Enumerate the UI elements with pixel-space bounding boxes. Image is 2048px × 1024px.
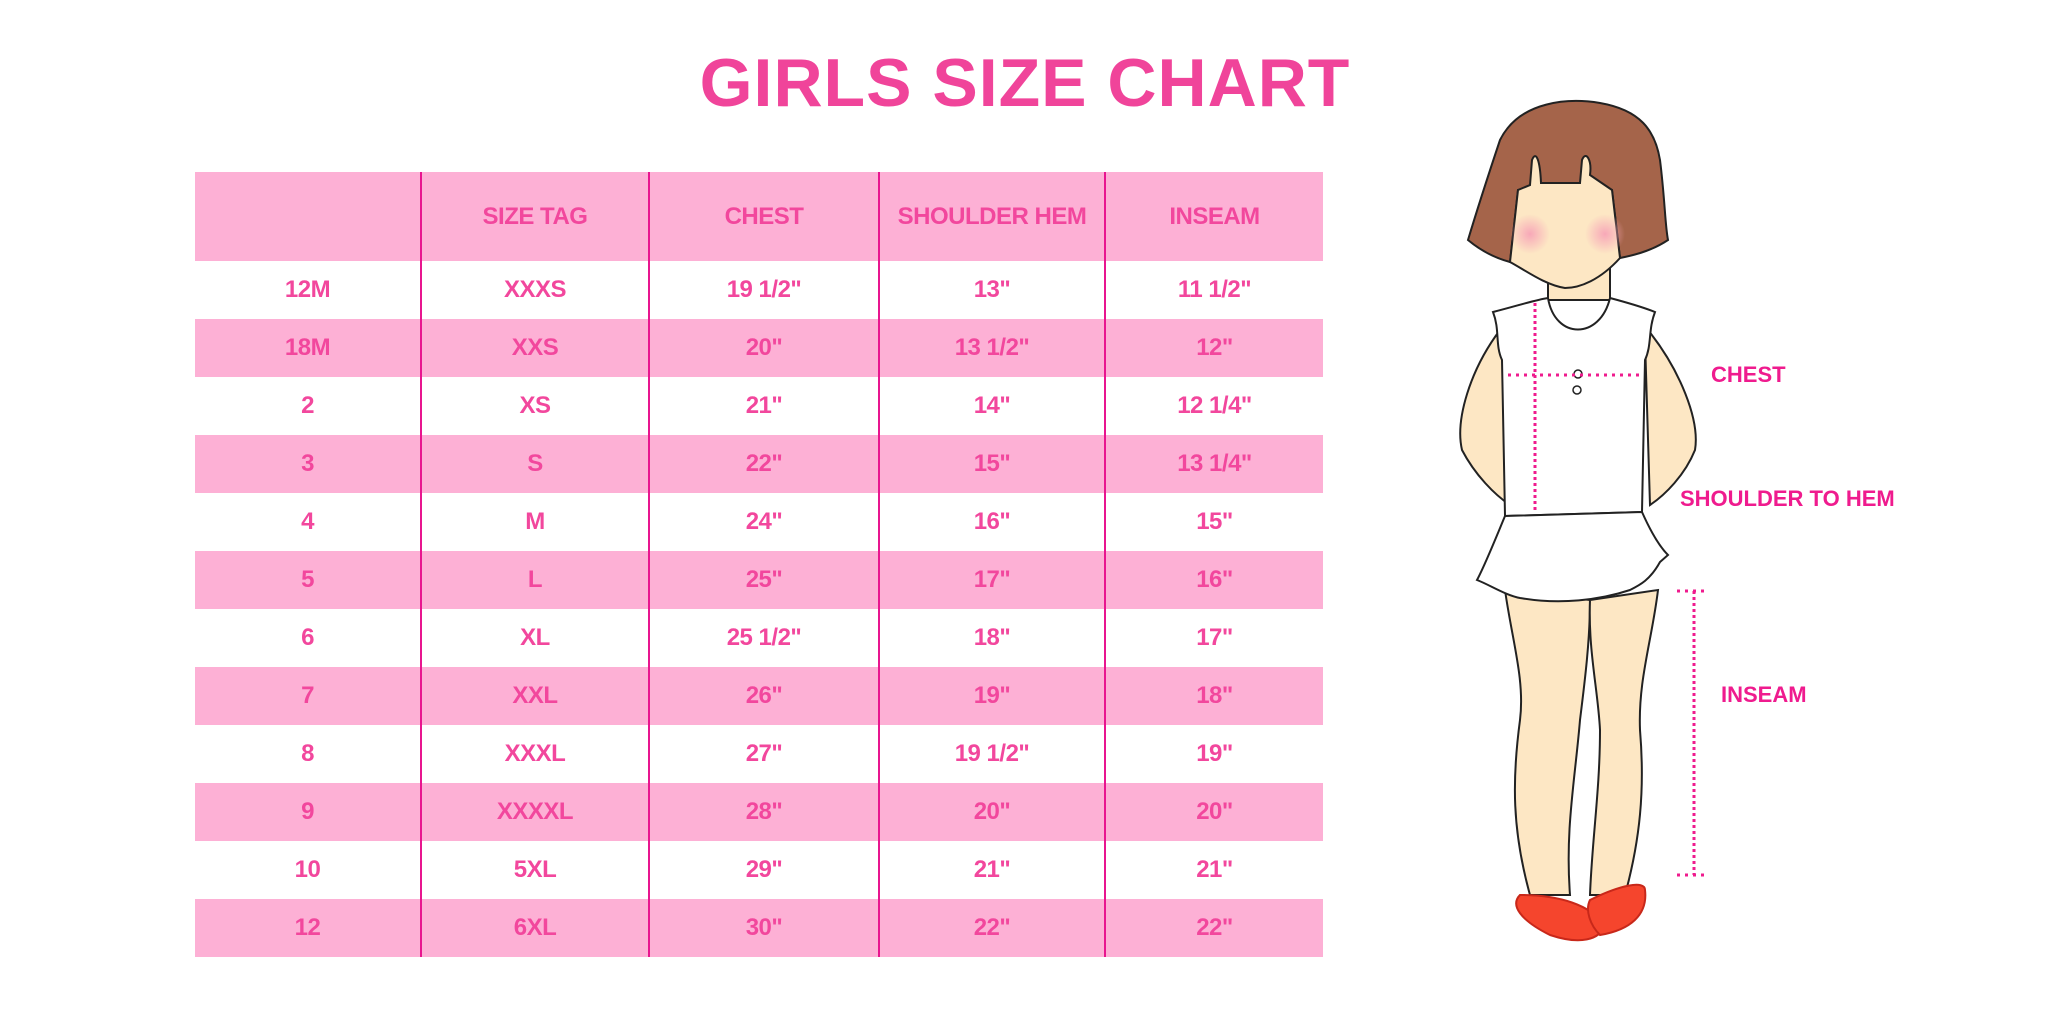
table-cell: 6 (301, 624, 314, 651)
table-cell: XXXL (420, 725, 649, 783)
table-cell: 11 1/2" (1104, 261, 1323, 319)
table-cell: 2 (301, 392, 314, 419)
table-cell: 15" (1104, 493, 1323, 551)
table-cell: 19 1/2" (648, 261, 879, 319)
table-cell: 22" (878, 899, 1105, 957)
table-row: 7 XXL 26" 19" 18" (195, 667, 1323, 725)
table-body: 12M XXXS 19 1/2" 13" 11 1/2" 18M XXS 20" 13 1/2"… (195, 261, 1323, 957)
table-cell: 29" (648, 841, 879, 899)
table-row: 9 XXXXL 28" 20" 20" (195, 783, 1323, 841)
left-shoe (1515, 893, 1607, 942)
table-cell: 19" (878, 667, 1105, 725)
table-cell: M (420, 493, 649, 551)
right-leg (1588, 588, 1660, 896)
inseam-label: INSEAM (1721, 682, 1807, 707)
table-cell: 19" (1104, 725, 1323, 783)
table-cell: 24" (648, 493, 879, 551)
size-chart-table: SIZE TAG CHEST SHOULDER HEM INSEAM 12M XXXS 1… (195, 172, 1323, 957)
table-cell: 12M (284, 276, 331, 303)
table-cell: 12 (195, 899, 421, 957)
table-cell: 4 (301, 508, 314, 535)
table-cell: 18M (195, 319, 421, 377)
table-cell: 12 1/4" (1104, 377, 1323, 435)
table-cell: XXS (420, 319, 649, 377)
table-cell: 18" (878, 609, 1105, 667)
table-cell: 16" (1104, 551, 1323, 609)
table-cell: 17" (1104, 609, 1323, 667)
table-cell: 19 1/2" (878, 725, 1105, 783)
table-cell: 14" (878, 377, 1105, 435)
table-cell: 22" (648, 435, 879, 493)
table-cell: 21" (878, 841, 1105, 899)
column-header: INSEAM (1104, 172, 1323, 261)
table-cell: 20" (878, 783, 1105, 841)
table-row: 4 M 24" 16" 15" (195, 493, 1323, 551)
column-header: SIZE TAG (420, 172, 649, 261)
skirt (1475, 510, 1670, 603)
table-cell: 21" (1104, 841, 1323, 899)
right-arm (1643, 327, 1697, 507)
table-row: 3 S 22" 15" 13 1/4" (195, 435, 1323, 493)
table-cell: XL (420, 609, 649, 667)
table-cell: 18" (1104, 667, 1323, 725)
table-cell: 8 (301, 740, 314, 767)
table-cell: XXXS (420, 261, 649, 319)
chest-label: CHEST (1711, 362, 1786, 387)
table-row: 12 6XL 30" 22" 22" (195, 899, 1323, 957)
table-cell: 3 (195, 435, 421, 493)
column-header (195, 172, 421, 261)
table-header-row: SIZE TAG CHEST SHOULDER HEM INSEAM (195, 172, 1323, 261)
table-cell: 13 1/2" (878, 319, 1105, 377)
column-header: SHOULDER HEM (878, 172, 1105, 261)
table-cell: 30" (648, 899, 879, 957)
table-cell: 15" (878, 435, 1105, 493)
table-row: 10 5XL 29" 21" 21" (195, 841, 1323, 899)
table-cell: 28" (648, 783, 879, 841)
table-cell: 22" (1104, 899, 1323, 957)
shoulder-to-hem-label: SHOULDER TO HEM (1680, 486, 1895, 511)
table-cell: L (420, 551, 649, 609)
table-cell: 6XL (420, 899, 649, 957)
table-cell: 13" (878, 261, 1105, 319)
table-cell: 12" (1104, 319, 1323, 377)
column-header: CHEST (648, 172, 879, 261)
left-cheek (1510, 214, 1550, 254)
table-cell: 5XL (420, 841, 649, 899)
table-cell: 25 1/2" (648, 609, 879, 667)
table-row: 18M XXS 20" 13 1/2" 12" (195, 319, 1323, 377)
table-row: 12M XXXS 19 1/2" 13" 11 1/2" (195, 261, 1323, 319)
table-cell: 27" (648, 725, 879, 783)
shirt-button (1572, 385, 1582, 395)
right-shoe (1587, 883, 1647, 937)
table-cell: 20" (648, 319, 879, 377)
right-cheek (1585, 214, 1625, 254)
table-cell: 21" (648, 377, 879, 435)
table-row: 5 L 25" 17" 16" (195, 551, 1323, 609)
table-cell: 10 (294, 856, 321, 883)
table-cell: 9 (195, 783, 421, 841)
table-row: 8 XXXL 27" 19 1/2" 19" (195, 725, 1323, 783)
table-cell: XS (420, 377, 649, 435)
table-row: 6 XL 25 1/2" 18" 17" (195, 609, 1323, 667)
table-cell: S (420, 435, 649, 493)
table-cell: 5 (195, 551, 421, 609)
table-cell: 26" (648, 667, 879, 725)
table-cell: 17" (878, 551, 1105, 609)
left-leg (1503, 588, 1592, 896)
table-cell: 16" (878, 493, 1105, 551)
shirt (1491, 296, 1657, 518)
table-cell: 13 1/4" (1104, 435, 1323, 493)
table-cell: 20" (1104, 783, 1323, 841)
table-cell: XXXXL (420, 783, 649, 841)
face (1508, 155, 1622, 290)
title-text: GIRLS SIZE CHART (699, 45, 1351, 121)
table-cell: XXL (420, 667, 649, 725)
table-cell: 7 (195, 667, 421, 725)
table-row: 2 XS 21" 14" 12 1/4" (195, 377, 1323, 435)
table-cell: 25" (648, 551, 879, 609)
